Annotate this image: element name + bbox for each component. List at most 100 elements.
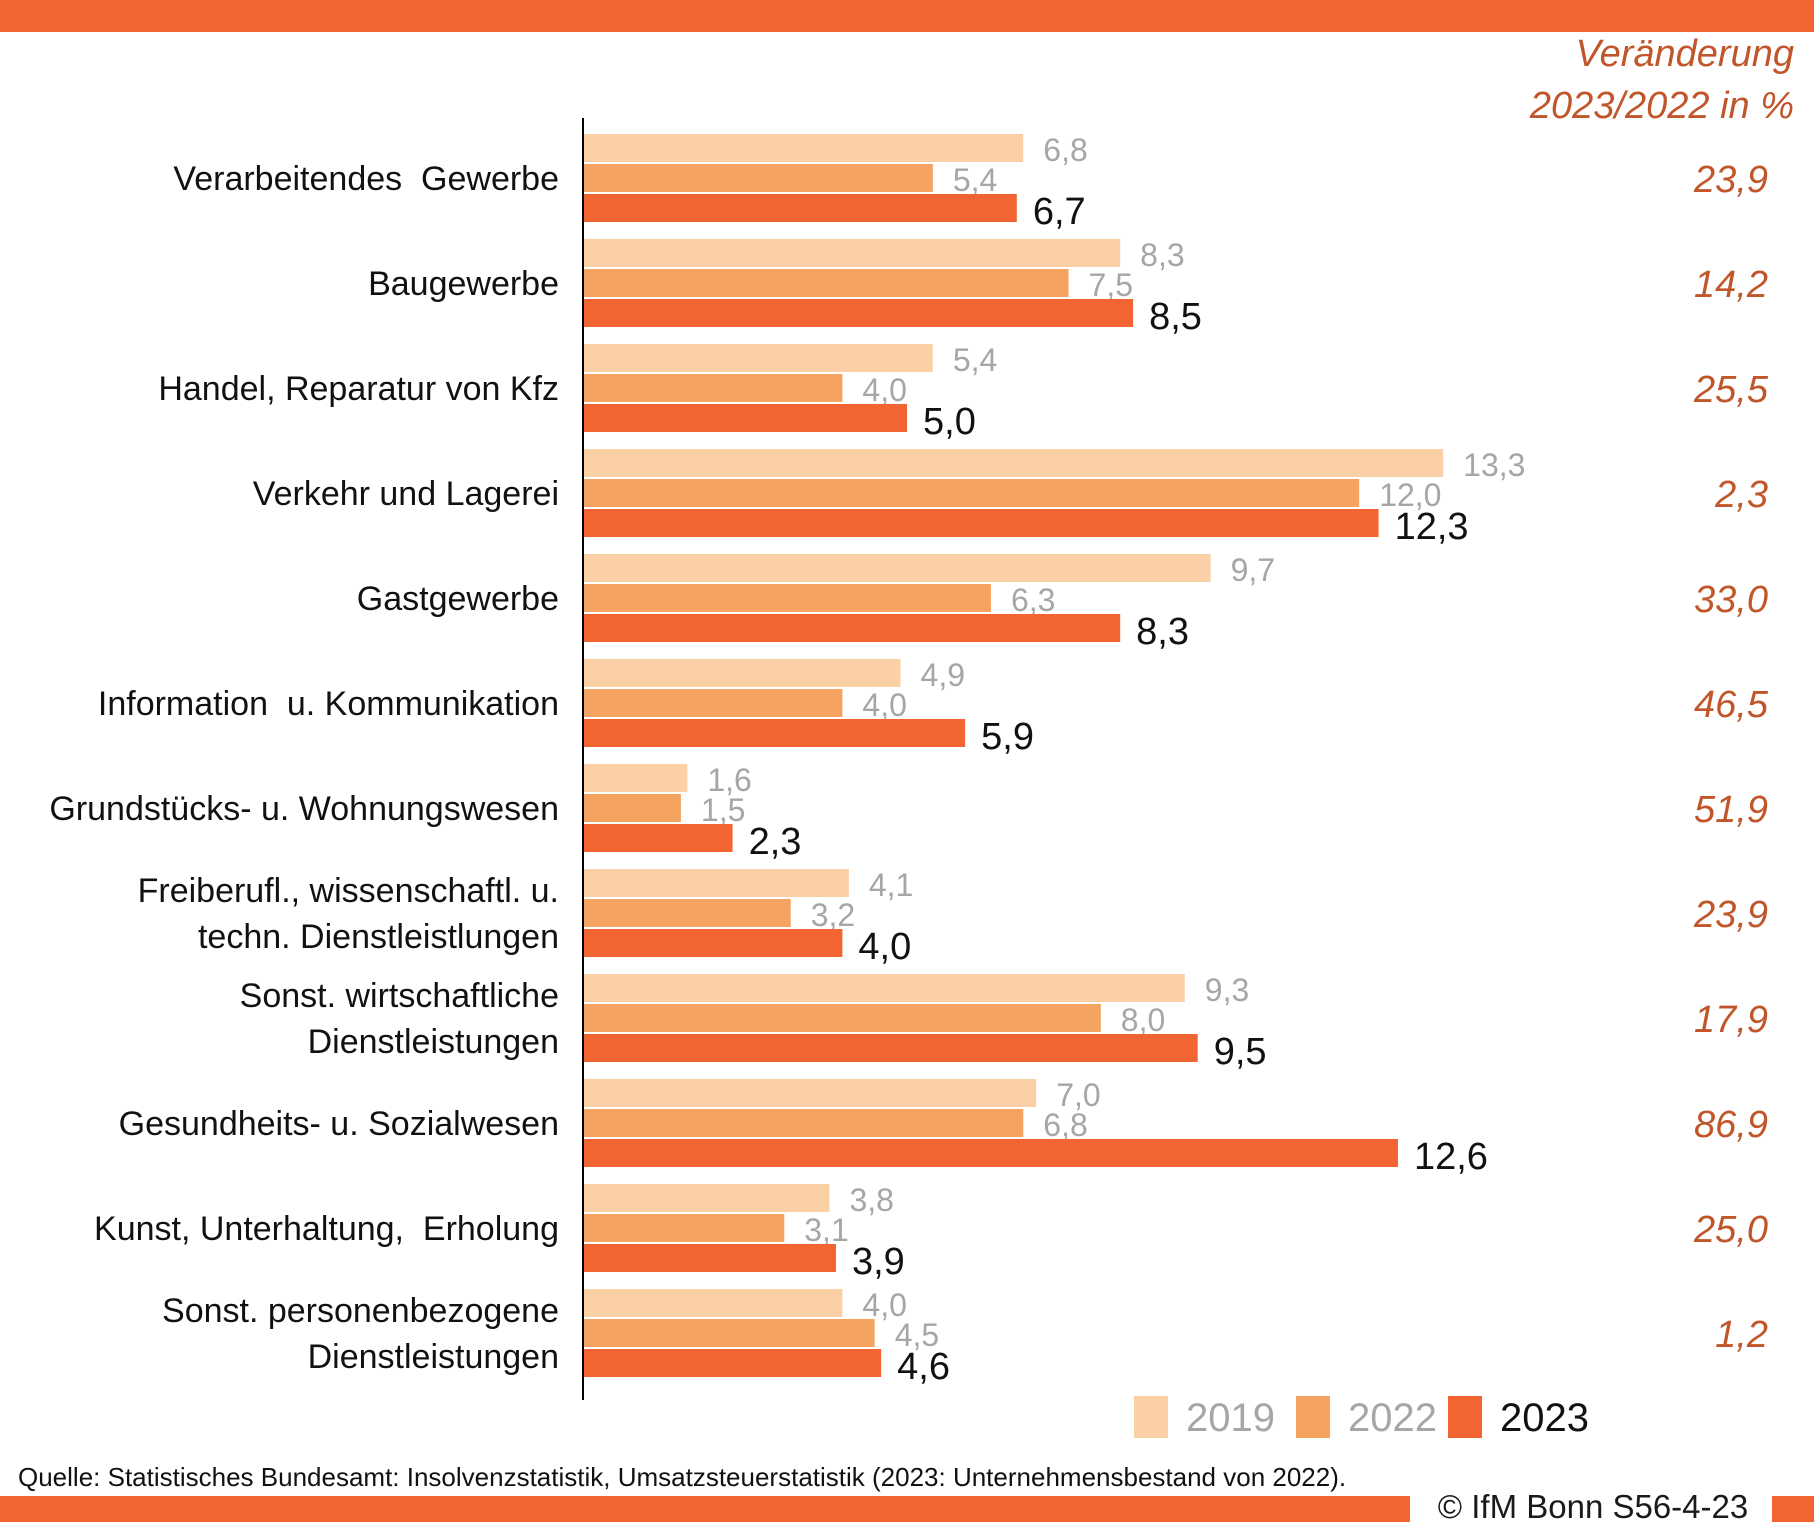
data-label-2019: 7,0: [1056, 1077, 1100, 1113]
change-value: 1,2: [1715, 1314, 1768, 1356]
data-label-2019: 1,6: [707, 762, 751, 798]
bar-2019: [584, 974, 1185, 1002]
data-label-2022: 6,8: [1043, 1107, 1087, 1143]
category-label: Kunst, Unterhaltung, Erholung: [94, 1210, 559, 1248]
source-note: Quelle: Statistisches Bundesamt: Insolve…: [18, 1462, 1347, 1492]
category-label: Dienstleistungen: [308, 1023, 559, 1061]
data-label-2023: 8,5: [1149, 296, 1202, 338]
category-label: Freiberufl., wissenschaftl. u.: [138, 872, 559, 910]
change-header-line2: 2023/2022 in %: [1529, 85, 1794, 127]
bar-2022: [584, 1214, 785, 1242]
data-label-2023: 12,6: [1414, 1136, 1488, 1178]
category-label: Information u. Kommunikation: [98, 685, 559, 723]
bar-2022: [584, 1109, 1024, 1137]
data-label-2019: 3,8: [849, 1182, 893, 1218]
data-label-2019: 8,3: [1140, 237, 1184, 273]
data-label-2019: 9,3: [1205, 972, 1249, 1008]
bar-2019: [584, 1289, 843, 1317]
bar-2023: [584, 1139, 1398, 1167]
bar-2019: [584, 1079, 1037, 1107]
bar-2022: [584, 899, 791, 927]
bar-2023: [584, 1034, 1198, 1062]
category-label: Sonst. personenbezogene: [162, 1292, 559, 1330]
data-label-2023: 5,0: [923, 401, 976, 443]
data-label-2023: 3,9: [852, 1241, 905, 1283]
bar-2023: [584, 929, 843, 957]
data-label-2022: 8,0: [1121, 1002, 1165, 1038]
bar-2022: [584, 794, 681, 822]
bar-2019: [584, 134, 1024, 162]
bar-2022: [584, 374, 843, 402]
bar-2019: [584, 554, 1211, 582]
data-label-2019: 4,9: [921, 657, 965, 693]
change-value: 23,9: [1693, 894, 1768, 936]
data-label-2022: 4,5: [895, 1317, 939, 1353]
bar-2023: [584, 194, 1017, 222]
change-value: 46,5: [1694, 684, 1769, 726]
category-label: Handel, Reparatur von Kfz: [158, 370, 559, 408]
data-label-2022: 4,0: [862, 687, 906, 723]
bar-2019: [584, 449, 1444, 477]
bar-2022: [584, 689, 843, 717]
data-label-2023: 4,0: [858, 926, 911, 968]
legend-label-2023: 2023: [1500, 1396, 1589, 1440]
category-label: Baugewerbe: [368, 265, 559, 303]
legend-swatch-2022: [1296, 1396, 1330, 1438]
data-label-2022: 7,5: [1089, 267, 1133, 303]
bar-2023: [584, 509, 1379, 537]
data-label-2022: 3,2: [811, 897, 855, 933]
bottom-accent-bar: [0, 1496, 1410, 1522]
change-value: 51,9: [1694, 789, 1768, 831]
change-value: 25,0: [1693, 1209, 1768, 1251]
data-label-2022: 3,1: [804, 1212, 848, 1248]
copyright-note: © IfM Bonn S56-4-23: [1437, 1488, 1749, 1525]
data-label-2022: 5,4: [953, 162, 997, 198]
change-column-header: Veränderung 2023/2022 in %: [1530, 28, 1794, 132]
top-accent-bar: [0, 0, 1814, 32]
bar-2023: [584, 404, 907, 432]
bar-chart: Verarbeitendes Gewerbe 6,8 5,4 6,7 23,9 Bauge…: [49, 118, 1769, 1440]
data-label-2023: 6,7: [1033, 191, 1086, 233]
data-label-2023: 5,9: [981, 716, 1034, 758]
data-label-2019: 6,8: [1043, 132, 1087, 168]
category-label: Gesundheits- u. Sozialwesen: [119, 1105, 559, 1143]
data-label-2023: 2,3: [749, 821, 802, 863]
bottom-accent-bar-right: [1772, 1496, 1814, 1522]
change-value: 23,9: [1693, 159, 1768, 201]
change-value: 14,2: [1694, 264, 1768, 306]
legend-swatch-2023: [1448, 1396, 1482, 1438]
bar-2022: [584, 269, 1069, 297]
data-label-2019: 4,0: [862, 1287, 906, 1323]
category-label: Dienstleistungen: [308, 1338, 559, 1376]
data-label-2019: 5,4: [953, 342, 997, 378]
bar-2022: [584, 479, 1360, 507]
data-label-2019: 13,3: [1463, 447, 1525, 483]
bar-2023: [584, 719, 966, 747]
change-value: 2,3: [1714, 474, 1768, 516]
bar-2022: [584, 164, 933, 192]
legend-swatch-2019: [1134, 1396, 1168, 1438]
change-value: 33,0: [1694, 579, 1768, 621]
bar-2019: [584, 659, 901, 687]
data-label-2022: 12,0: [1379, 477, 1441, 513]
bar-2019: [584, 239, 1121, 267]
category-label: Verkehr und Lagerei: [253, 475, 559, 513]
bar-2019: [584, 1184, 830, 1212]
bar-2019: [584, 344, 933, 372]
category-label: Sonst. wirtschaftliche: [240, 977, 559, 1015]
category-label: techn. Dienstleistlungen: [198, 918, 559, 956]
legend-label-2019: 2019: [1186, 1396, 1275, 1440]
data-label-2019: 9,7: [1231, 552, 1275, 588]
bar-2023: [584, 299, 1134, 327]
category-label: Verarbeitendes Gewerbe: [173, 160, 559, 198]
bar-2022: [584, 1319, 875, 1347]
bar-2023: [584, 824, 733, 852]
category-label: Grundstücks- u. Wohnungswesen: [49, 790, 559, 828]
data-label-2019: 4,1: [869, 867, 913, 903]
data-label-2022: 6,3: [1011, 582, 1055, 618]
bar-2019: [584, 764, 688, 792]
bar-2023: [584, 614, 1121, 642]
bar-2022: [584, 584, 991, 612]
bar-2019: [584, 869, 849, 897]
change-value: 86,9: [1694, 1104, 1768, 1146]
